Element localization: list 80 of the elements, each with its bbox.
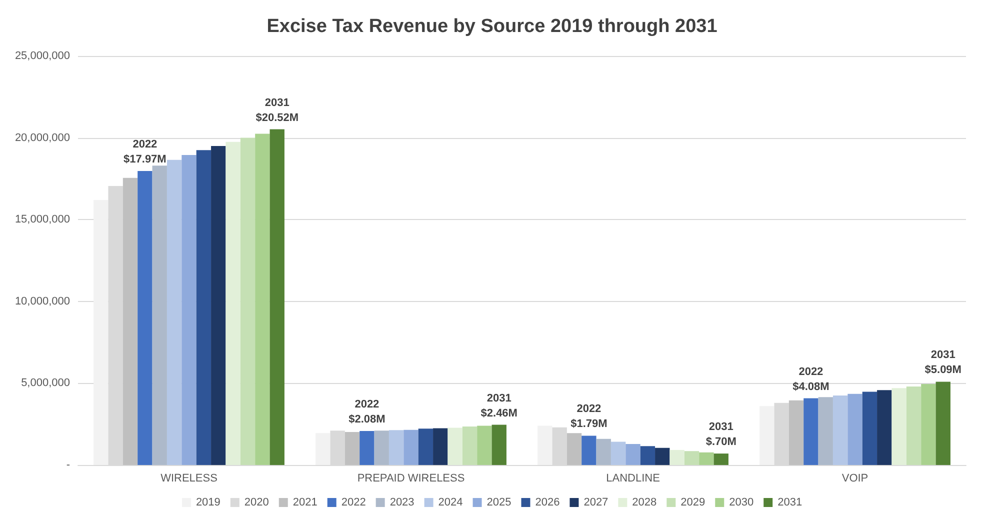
data-label: 2031 $2.46M [480,392,518,420]
bar [316,433,330,465]
x-tick-label: VOIP [842,472,868,484]
bar [610,442,626,465]
bar [582,436,596,465]
bar [848,394,862,465]
bar [388,430,404,465]
legend-label: 2029 [680,496,706,508]
bar [270,129,284,465]
bar [94,200,108,465]
legend-label: 2030 [729,496,754,508]
bar [714,454,728,465]
bar [699,452,714,465]
bar [433,428,448,465]
legend-label: 2027 [584,496,608,508]
bar [492,424,506,465]
bar [818,397,833,465]
bar [832,395,848,465]
bar [760,406,774,465]
bar [255,134,270,465]
bar [670,450,684,465]
bar [196,150,212,465]
bar [477,426,492,465]
x-tick-label: PREPAID WIRELESS [357,472,465,484]
bar [404,430,418,465]
bar [862,392,878,465]
y-tick-label: 5,000,000 [21,377,70,390]
legend-label: 2024 [438,496,463,508]
bar [226,142,240,465]
bar [566,433,582,465]
data-label: 2022 $1.79M [570,403,608,430]
bar [788,400,804,465]
bar [655,448,670,465]
bar [360,430,374,465]
bar [344,432,360,465]
y-tick-label: - [66,459,70,471]
bar [152,166,167,465]
bar [804,398,818,465]
legend-label: 2020 [244,496,269,508]
bar [166,160,182,465]
data-label: 2022 $2.08M [348,398,386,426]
legend-label: 2023 [390,496,414,508]
bar [684,451,700,465]
bar [374,430,389,465]
bar [462,426,478,465]
data-label: 2031 $5.09M [924,349,962,376]
x-tick-label: LANDLINE [606,472,660,484]
bar [936,382,950,465]
legend-label: 2021 [292,496,318,508]
bar [538,426,552,465]
bar [240,138,256,465]
bar [626,444,640,465]
bar [640,446,656,465]
y-tick-label: 15,000,000 [14,214,70,226]
legend-label: 2025 [486,496,512,508]
bar [877,390,892,465]
bar [892,388,906,465]
legend-label: 2031 [778,496,802,508]
legend-label: 2026 [535,496,560,508]
bar [182,154,196,465]
chart-title: Excise Tax Revenue by Source 2019 through 2031 [266,16,718,37]
y-tick-label: 25,000,000 [14,50,70,62]
legend-label: 2022 [341,496,366,508]
y-tick-label: 20,000,000 [14,132,70,144]
data-label: 2022 $4.08M [792,366,830,393]
legend-label: 2019 [196,496,220,508]
data-label: 2022 $17.97M [124,138,166,166]
bar [448,428,462,465]
bar [211,146,226,465]
legend-label: 2028 [632,496,657,508]
data-label: 2031 $20.52M [256,96,299,124]
bar [921,384,936,465]
bar [122,178,138,465]
bar [906,386,922,465]
data-label: 2031 $.70M [706,421,736,448]
x-tick-label: WIRELESS [160,472,218,484]
bar [596,438,611,465]
bar [418,428,434,465]
y-tick-label: 10,000,000 [14,295,70,308]
bar [138,171,152,465]
